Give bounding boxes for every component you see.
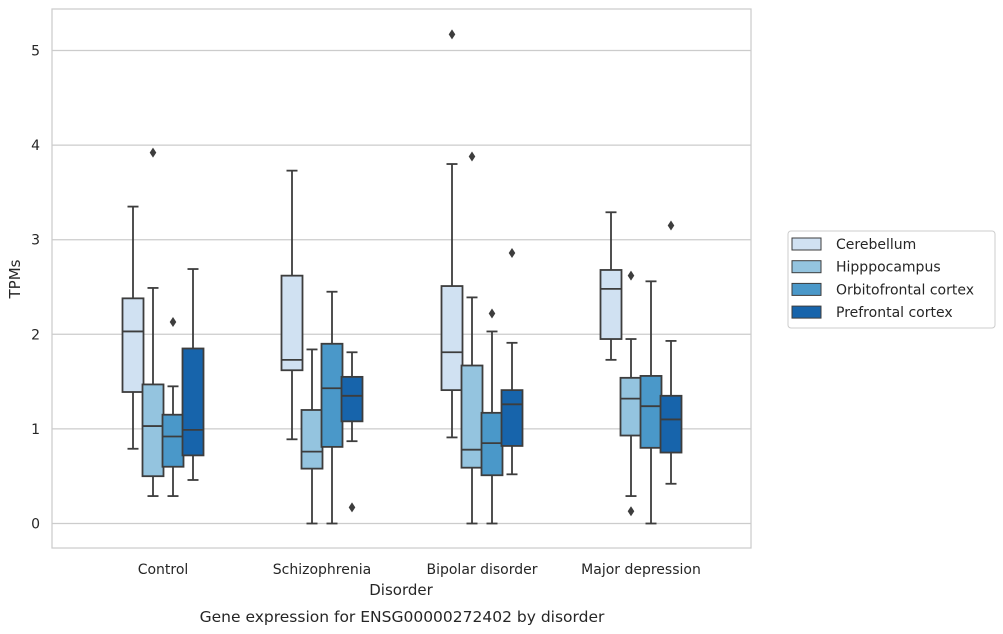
legend-item: Prefrontal cortex xyxy=(791,305,953,321)
legend-swatch xyxy=(791,260,822,274)
outlier-point xyxy=(488,308,496,319)
legend-label: Cerebellum xyxy=(836,237,916,253)
legend-item: Orbitofrontal cortex xyxy=(791,282,974,298)
box-body xyxy=(500,389,524,447)
box-plot xyxy=(280,169,304,441)
box-plots xyxy=(121,29,683,525)
plot-frame xyxy=(51,8,752,549)
x-tick-label: Control xyxy=(138,562,189,578)
outlier-point xyxy=(448,29,456,40)
box-plot xyxy=(141,147,165,497)
outlier-point xyxy=(667,220,675,231)
y-tick-label: 1 xyxy=(31,422,40,438)
x-axis-ticks: Control Schizophrenia Bipolar disorder Majo… xyxy=(138,562,701,578)
box-plot xyxy=(480,308,504,525)
legend-swatch xyxy=(791,305,822,319)
box-body xyxy=(480,411,504,477)
outlier-point xyxy=(508,247,516,258)
box-body xyxy=(320,342,344,448)
box-plot xyxy=(599,211,623,361)
box-body xyxy=(659,394,683,454)
box-body xyxy=(181,347,205,457)
y-tick-label: 0 xyxy=(31,517,40,533)
box-plot xyxy=(440,29,464,439)
box-plot xyxy=(121,205,145,450)
x-tick-label: Schizophrenia xyxy=(273,562,371,578)
x-tick-label: Major depression xyxy=(581,562,701,578)
box-body xyxy=(280,274,304,372)
box-body xyxy=(639,375,663,449)
legend-swatch xyxy=(791,282,822,296)
chart-caption: Gene expression for ENSG00000272402 by d… xyxy=(200,608,605,626)
box-body xyxy=(599,269,623,340)
outlier-point xyxy=(169,317,177,328)
y-tick-label: 5 xyxy=(31,44,40,60)
box-plot xyxy=(460,151,484,525)
outlier-point xyxy=(348,502,356,513)
box-plot xyxy=(659,220,683,485)
y-tick-label: 2 xyxy=(31,327,40,343)
legend-swatch xyxy=(791,237,822,251)
box-body xyxy=(121,297,145,393)
box-plot xyxy=(161,317,185,497)
box-plot xyxy=(181,268,205,481)
legend-frame xyxy=(787,230,996,329)
box-body xyxy=(340,375,364,423)
outlier-point xyxy=(627,270,635,281)
box-body xyxy=(161,413,185,468)
outlier-point xyxy=(149,147,157,158)
legend-label: Orbitofrontal cortex xyxy=(836,282,974,298)
box-plot xyxy=(320,290,344,525)
y-tick-label: 4 xyxy=(31,138,40,154)
x-axis-title: Disorder xyxy=(369,581,433,599)
box-plot xyxy=(619,270,643,517)
box-body xyxy=(619,376,643,437)
y-axis-ticks: 0 1 2 3 4 5 xyxy=(31,44,40,533)
box-body xyxy=(440,285,464,392)
outlier-point xyxy=(627,506,635,517)
y-tick-label: 3 xyxy=(31,233,40,249)
legend-item: Cerebellum xyxy=(791,237,916,253)
box-body xyxy=(460,364,484,469)
legend: Cerebellum Hipppocampus Orbitofrontal cort… xyxy=(787,230,996,329)
box-body xyxy=(300,409,324,470)
y-axis-title: TPMs xyxy=(6,259,24,299)
legend-item: Hipppocampus xyxy=(791,260,941,276)
box-plot xyxy=(340,351,364,513)
x-tick-label: Bipolar disorder xyxy=(426,562,537,578)
box-plot xyxy=(639,280,663,525)
outlier-point xyxy=(468,151,476,162)
box-plot xyxy=(300,348,324,525)
legend-label: Prefrontal cortex xyxy=(836,305,953,321)
legend-label: Hipppocampus xyxy=(836,260,941,276)
box-body xyxy=(141,383,165,478)
box-plot xyxy=(500,247,524,476)
